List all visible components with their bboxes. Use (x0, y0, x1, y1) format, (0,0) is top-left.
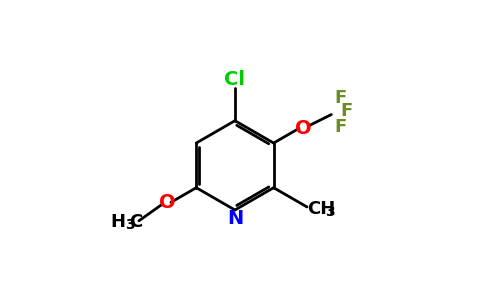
Text: 3: 3 (125, 218, 135, 233)
Text: F: F (334, 88, 347, 106)
Text: O: O (295, 119, 312, 138)
Text: N: N (227, 209, 243, 228)
Text: 3: 3 (325, 205, 335, 219)
Text: H: H (110, 213, 125, 231)
Text: Cl: Cl (225, 70, 245, 88)
Text: CH: CH (307, 200, 335, 218)
Text: F: F (341, 103, 353, 121)
Text: C: C (129, 213, 142, 231)
Text: F: F (334, 118, 347, 136)
Text: O: O (159, 193, 175, 212)
